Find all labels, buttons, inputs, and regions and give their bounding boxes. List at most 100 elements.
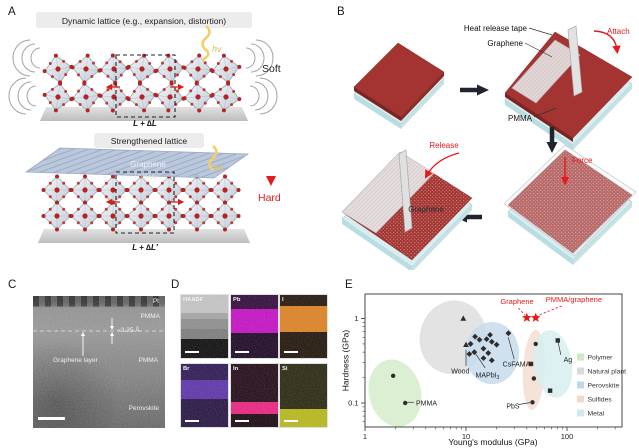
highlight-star xyxy=(522,312,532,322)
board-press-force xyxy=(503,144,637,265)
x-tick-label: 1 xyxy=(363,432,367,441)
octahedron xyxy=(39,50,77,88)
spacing-label: ~3.35 Å xyxy=(117,327,140,334)
tape-flap xyxy=(567,25,583,97)
graphene-sheet-label: Graphene xyxy=(130,160,166,169)
region-perovskite xyxy=(465,322,520,385)
legend-swatch-metal xyxy=(577,409,584,417)
region-metal xyxy=(533,330,573,398)
light-wave-icon-2 xyxy=(208,145,218,171)
data-point xyxy=(493,341,500,348)
chart-hardness-vs-modulus: 1 10 100 0.1 1 Young's modulus (GPa) Hardness … xyxy=(341,293,627,447)
graphene-film-label: Graphene xyxy=(408,205,444,214)
octahedron xyxy=(207,50,245,88)
octahedron xyxy=(125,200,157,232)
octahedron xyxy=(152,51,188,87)
panel-a-title: Dynamic lattice (e.g., expansion, distor… xyxy=(62,16,226,26)
pt-label: Pt xyxy=(152,298,159,305)
panel-b-label: B xyxy=(337,6,345,18)
data-point xyxy=(467,341,474,347)
annotation-pmma: PMMA xyxy=(416,400,437,407)
scale-bar xyxy=(38,417,65,420)
annotation-mapbi: MAPbI3 xyxy=(476,372,500,381)
panel-a-schematic: Dynamic lattice (e.g., expansion, distor… xyxy=(8,12,281,252)
octahedron xyxy=(97,200,129,232)
octahedron xyxy=(180,51,216,87)
data-point xyxy=(472,333,478,340)
pmma-mid-label: PMMA xyxy=(138,357,159,364)
octahedron xyxy=(41,200,73,232)
x-tick-label: 100 xyxy=(561,432,574,441)
octahedron xyxy=(68,51,104,87)
eds-tile-label: HAADF xyxy=(183,297,204,303)
scale-bar xyxy=(235,419,249,422)
attach-arrow xyxy=(593,30,621,55)
hard-label: Hard xyxy=(258,192,281,204)
soft-label: Soft xyxy=(262,63,281,75)
data-point xyxy=(483,336,490,343)
panel-a-subtitle: Strengthened lattice xyxy=(111,136,188,146)
star-label-pmma-graphene: PMMA/graphene xyxy=(546,295,602,304)
tem-annotations xyxy=(33,318,165,356)
annotation-ag: Ag xyxy=(564,357,573,364)
legend-label-sulfides: Sulfides xyxy=(588,397,613,404)
eds-map-grid: HAADF Pb I Br In Si xyxy=(180,294,329,428)
data-point xyxy=(530,400,535,405)
annotation-csfama: CsFAMA xyxy=(503,361,531,368)
x-axis-label: Young's modulus (GPa) xyxy=(448,437,537,447)
data-point xyxy=(480,345,487,352)
tem-image: Pt PMMA ~3.35 Å Graphene layer PMMA Pero… xyxy=(33,296,165,428)
data-point xyxy=(505,330,512,337)
data-point xyxy=(531,376,537,381)
data-point xyxy=(555,338,560,343)
data-point xyxy=(547,388,553,393)
y-axis-label: Hardness (GPa) xyxy=(341,330,351,392)
data-point xyxy=(488,357,495,364)
eds-tile-i: I xyxy=(279,294,328,359)
data-point xyxy=(533,341,538,347)
data-point xyxy=(476,336,483,343)
octahedron xyxy=(123,50,161,88)
legend-label-natural-plant: Natural plant xyxy=(588,369,627,376)
octahedron xyxy=(153,200,185,232)
eds-tile-si: Si xyxy=(279,363,328,428)
legend-swatch-polymer xyxy=(577,353,584,361)
legend-swatch-natural-plant xyxy=(577,367,584,375)
eds-tile-label: I xyxy=(282,297,284,303)
data-point xyxy=(390,373,396,378)
panel-b-transfer-process: Heat release tape Graphene Attach PMMA F… xyxy=(341,24,637,270)
eds-tile-haadf: HAADF xyxy=(180,294,229,359)
eds-tile-pb: Pb xyxy=(230,294,279,359)
legend-swatch-perovskite xyxy=(577,381,584,389)
pmma-top-label: PMMA xyxy=(140,313,161,320)
star-label-graphene: Graphene xyxy=(500,297,533,306)
eds-tile-label: Br xyxy=(183,366,190,372)
scale-bar xyxy=(284,350,298,353)
step-arrow-right xyxy=(460,84,489,96)
graphene-layer-label: Graphene layer xyxy=(53,357,98,364)
lattice-constant-bottom: L + ∆L' xyxy=(132,243,159,252)
legend-label-perovskite: Perovskite xyxy=(588,383,620,390)
step-arrow-down xyxy=(546,127,558,153)
dynamic-lattice xyxy=(39,50,245,116)
octahedron xyxy=(181,200,213,232)
annotation-wood: Wood xyxy=(451,368,469,375)
unit-cell-box-bottom xyxy=(115,171,175,234)
graphene-label-b: Graphene xyxy=(487,39,523,48)
board-tape-attach xyxy=(504,25,633,150)
graphene-sheet xyxy=(24,147,250,179)
release-arrow xyxy=(424,152,460,179)
scale-bar xyxy=(185,350,199,353)
octahedron xyxy=(69,200,101,232)
pmma-label-b: PMMA xyxy=(508,114,533,123)
title-pill-bottom xyxy=(94,133,204,148)
panel-e-label: E xyxy=(345,279,353,291)
region-polymer xyxy=(368,359,422,427)
tape-flap-2 xyxy=(398,149,413,233)
perovskite-label: Perovskite xyxy=(128,405,159,412)
release-label: Release xyxy=(429,141,459,150)
plot-frame xyxy=(364,293,623,428)
substrate-bottom xyxy=(38,229,250,243)
hv-label-top: hν xyxy=(212,44,222,54)
